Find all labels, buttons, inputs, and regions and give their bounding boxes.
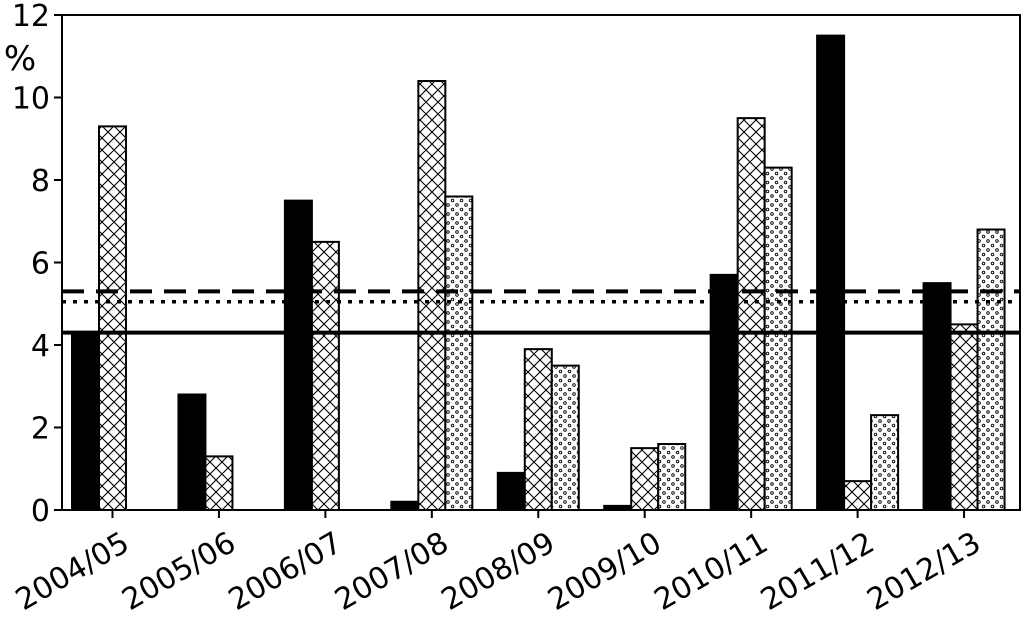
bars-group bbox=[71, 34, 1006, 511]
x-tick-label: 2006/07 bbox=[223, 525, 348, 618]
bar-crosshatch-2009-10 bbox=[630, 447, 660, 511]
plot-frame bbox=[61, 14, 1021, 511]
x-tick-label: 2004/05 bbox=[10, 525, 135, 618]
bar-dotted-2012-13 bbox=[976, 228, 1006, 511]
bar-solid-black-2008-09 bbox=[496, 471, 526, 511]
x-tick-label: 2005/06 bbox=[116, 525, 241, 618]
bar-dotted-2007-08 bbox=[444, 195, 474, 511]
bar-crosshatch-2006-07 bbox=[310, 240, 340, 511]
bar-crosshatch-2012-13 bbox=[949, 323, 979, 511]
bar-crosshatch-2011-12 bbox=[843, 480, 873, 511]
reference-lines-group bbox=[62, 289, 1020, 335]
x-tick-label: 2010/11 bbox=[649, 525, 774, 618]
x-axis-ticks: 2004/052005/062006/072007/082008/092009/… bbox=[10, 510, 987, 618]
bar-solid-black-2005-06 bbox=[177, 393, 207, 511]
y-axis-label: % bbox=[4, 39, 36, 79]
bar-crosshatch-2010-11 bbox=[736, 117, 766, 511]
x-tick-label: 2007/08 bbox=[329, 525, 454, 618]
x-tick-label: 2011/12 bbox=[755, 525, 880, 618]
bar-solid-black-2010-11 bbox=[709, 273, 739, 511]
bar-crosshatch-2007-08 bbox=[417, 80, 447, 511]
bar-solid-black-2011-12 bbox=[816, 34, 846, 511]
y-tick-label: 2 bbox=[31, 412, 50, 447]
y-tick-label: 12 bbox=[12, 0, 50, 34]
bar-crosshatch-2004-05 bbox=[98, 125, 127, 511]
y-tick-label: 10 bbox=[12, 82, 50, 117]
bar-dotted-2010-11 bbox=[763, 166, 793, 511]
y-tick-label: 0 bbox=[31, 494, 50, 529]
bar-crosshatch-2008-09 bbox=[523, 348, 553, 511]
bar-solid-black-2004-05 bbox=[71, 331, 100, 511]
bar-solid-black-2007-08 bbox=[390, 500, 420, 511]
x-tick-label: 2009/10 bbox=[542, 525, 667, 618]
bar-dotted-2008-09 bbox=[550, 364, 580, 511]
bar-dotted-2009-10 bbox=[657, 443, 687, 511]
x-tick-label: 2012/13 bbox=[861, 525, 986, 618]
bar-dotted-2011-12 bbox=[870, 414, 900, 511]
y-tick-label: 4 bbox=[31, 329, 50, 364]
bar-solid-black-2006-07 bbox=[283, 199, 313, 511]
bar-crosshatch-2005-06 bbox=[204, 455, 234, 511]
y-tick-label: 8 bbox=[31, 164, 50, 199]
bar-solid-black-2012-13 bbox=[922, 282, 952, 511]
y-axis-ticks: 0 2 4 6 8 10 12 bbox=[12, 0, 62, 529]
y-tick-label: 6 bbox=[31, 247, 50, 282]
x-tick-label: 2008/09 bbox=[436, 525, 561, 618]
